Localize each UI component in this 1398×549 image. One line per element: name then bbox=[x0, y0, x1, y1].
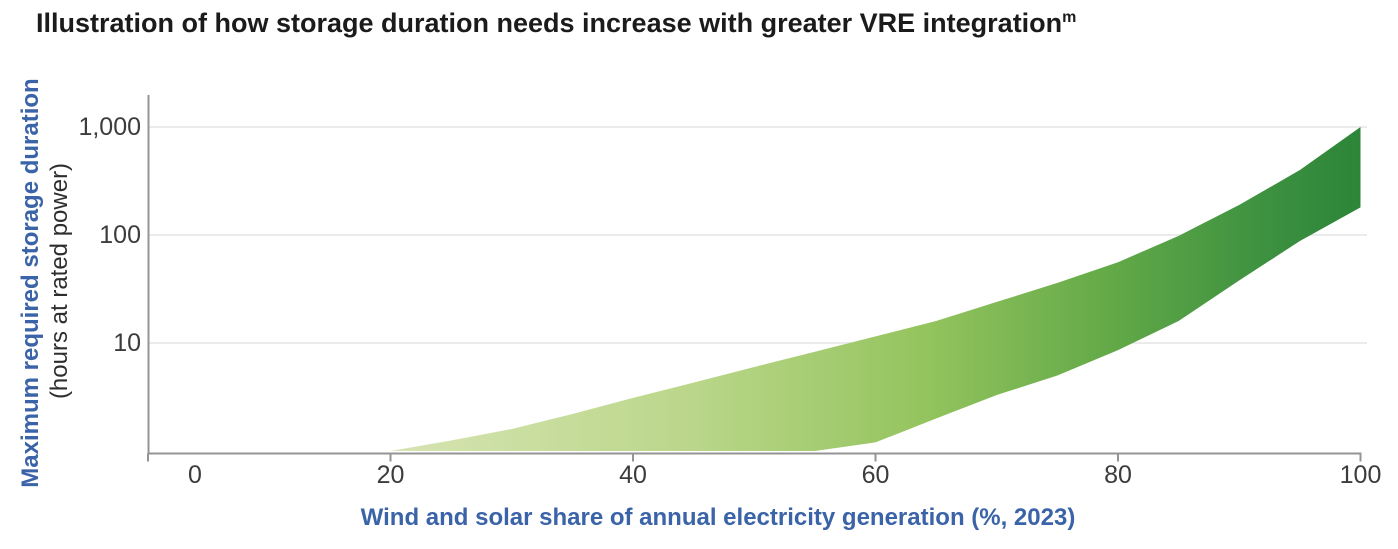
storage-duration-band bbox=[390, 127, 1361, 451]
y-tick-label-1000: 1,000 bbox=[78, 113, 141, 141]
y-tick-label-10: 10 bbox=[113, 329, 141, 357]
x-tick-label-0: 0 bbox=[188, 461, 202, 489]
y-axis-subtitle: (hours at rated power) bbox=[46, 162, 73, 400]
x-tick-label-40: 40 bbox=[619, 461, 647, 489]
x-tick-label-80: 80 bbox=[1104, 461, 1132, 489]
chart-title: Illustration of how storage duration nee… bbox=[36, 8, 1076, 39]
chart-title-superscript: m bbox=[1062, 9, 1077, 26]
x-tick-label-100: 100 bbox=[1339, 461, 1382, 489]
y-tick-label-100: 100 bbox=[99, 221, 141, 249]
x-tick-label-20: 20 bbox=[376, 461, 405, 489]
x-tick-label-60: 60 bbox=[861, 461, 890, 489]
chart-title-text: Illustration of how storage duration nee… bbox=[36, 8, 1063, 38]
x-axis-title: Wind and solar share of annual electrici… bbox=[360, 504, 1076, 531]
y-axis-title: Maximum required storage duration bbox=[17, 78, 44, 488]
